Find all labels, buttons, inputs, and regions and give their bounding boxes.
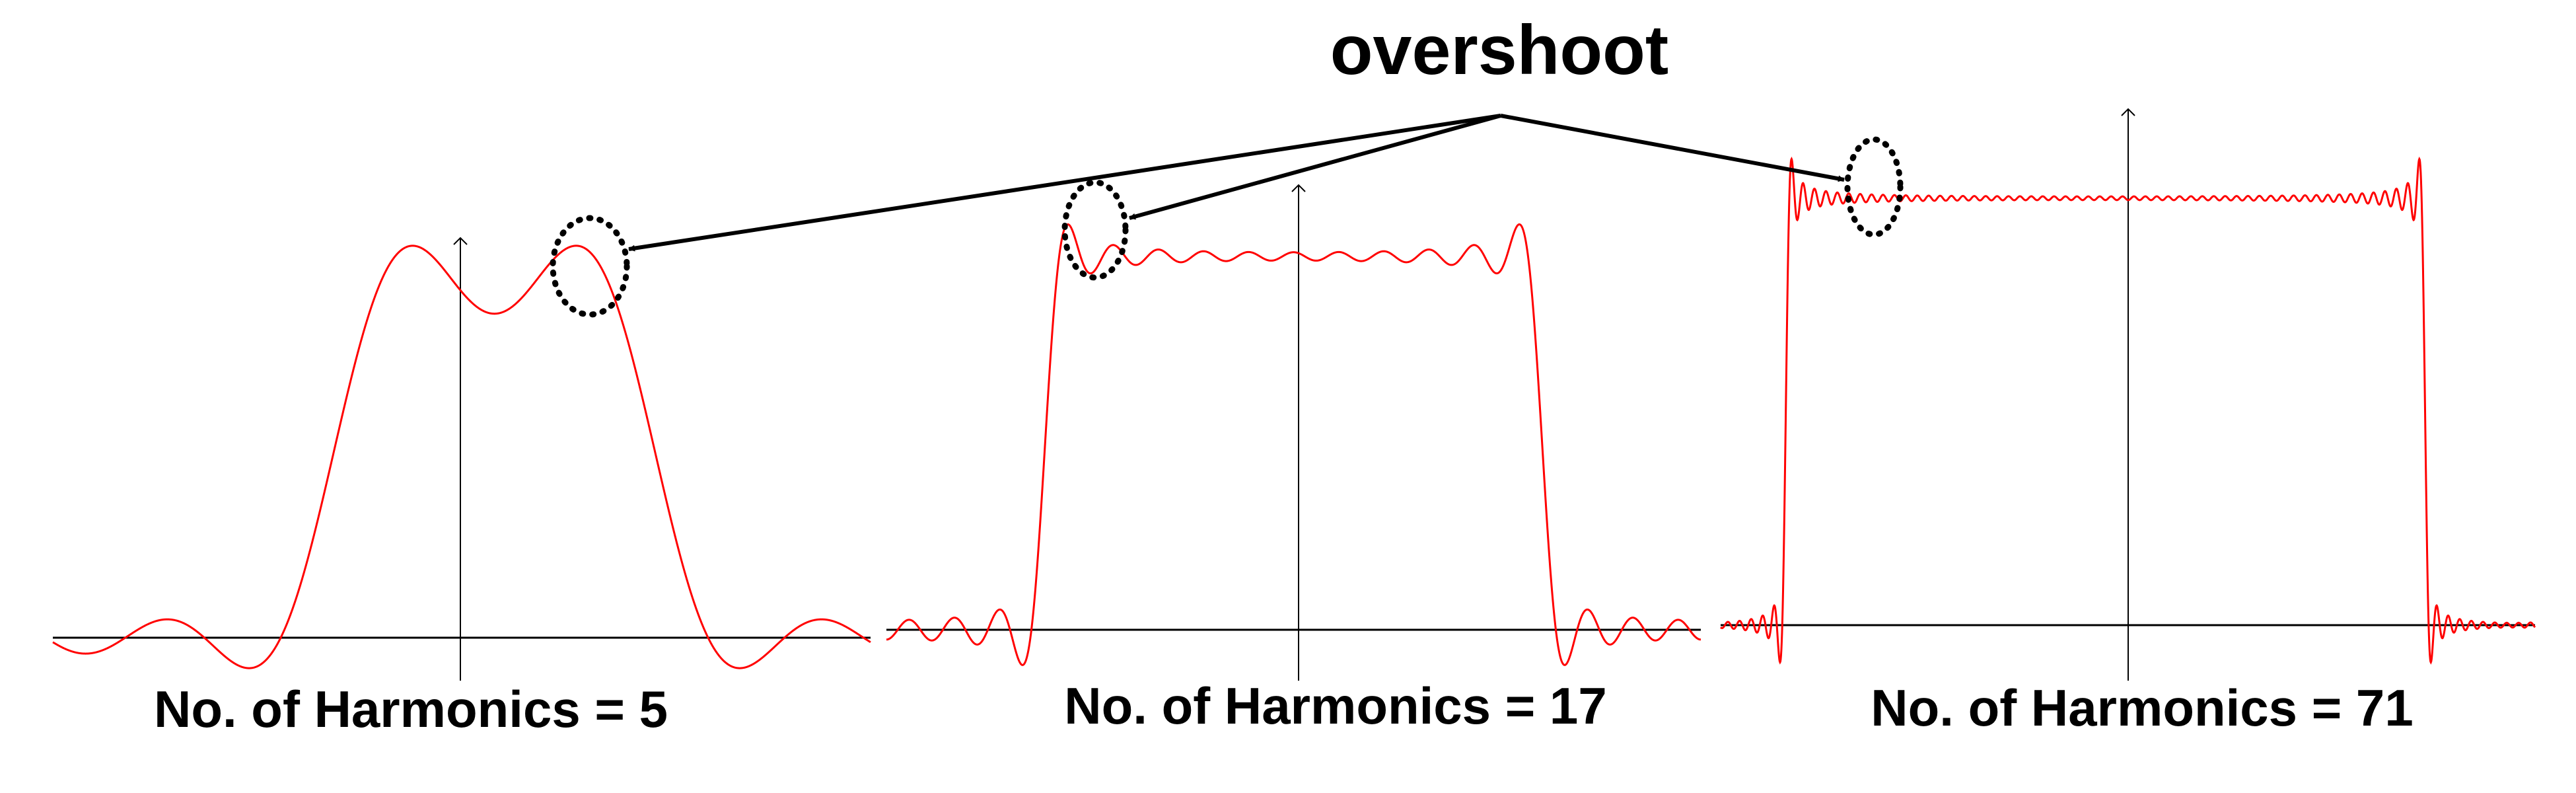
overshoot-marker <box>550 215 630 318</box>
panel-caption: No. of Harmonics = 71 <box>1871 679 2413 737</box>
panel-harmonics-5: No. of Harmonics = 5 <box>52 215 871 738</box>
overshoot-marker <box>1844 136 1904 238</box>
fourier-curve <box>1719 156 2536 665</box>
panel-caption: No. of Harmonics = 17 <box>1064 677 1606 735</box>
overshoot-label: overshoot <box>1330 11 1668 89</box>
arrow-to-panel-1 <box>628 114 1501 252</box>
panel-caption: No. of Harmonics = 5 <box>154 680 668 738</box>
overshoot-marker <box>1061 179 1129 281</box>
arrow-to-panel-2 <box>1129 114 1501 220</box>
arrow-to-panel-3 <box>1500 114 1845 182</box>
fourier-curve <box>886 223 1701 666</box>
panel-harmonics-71: No. of Harmonics = 71 <box>1719 108 2536 737</box>
fourier-curve <box>52 245 871 669</box>
panel-harmonics-17: No. of Harmonics = 17 <box>886 179 1701 735</box>
overshoot-arrows <box>628 114 1845 252</box>
